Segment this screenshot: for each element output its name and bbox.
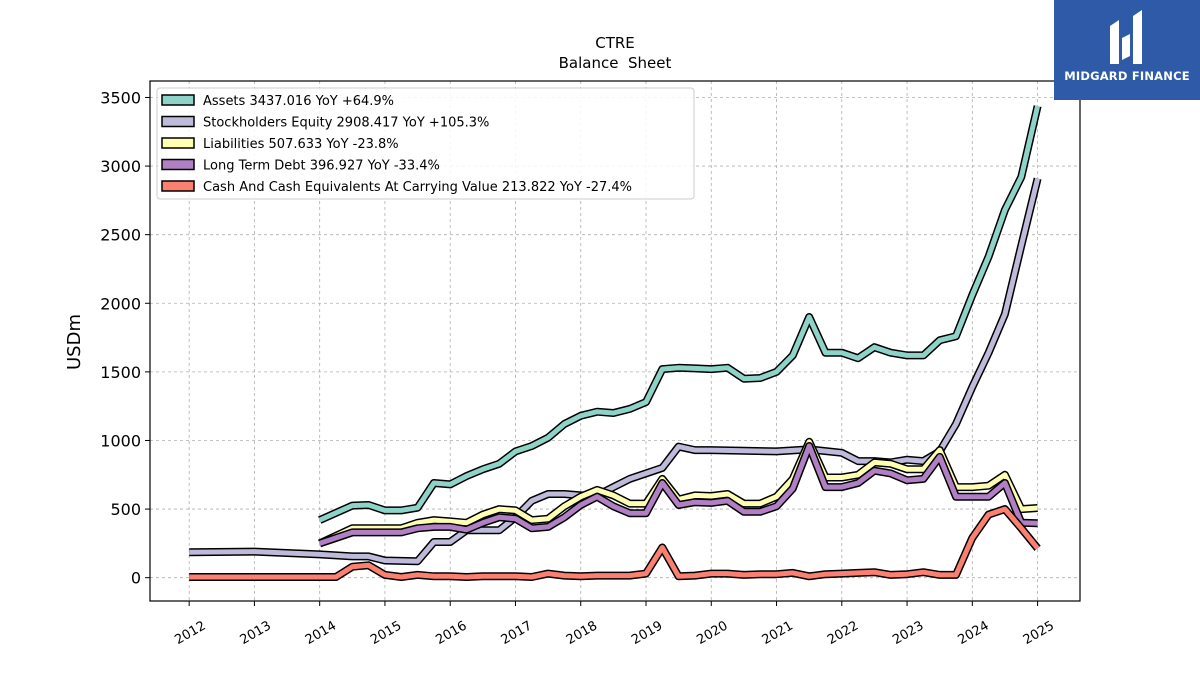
series-outline (189, 505, 1041, 581)
x-tick-label: 2016 (433, 618, 469, 648)
x-tick-label: 2017 (499, 618, 535, 648)
legend-entry: Long Term Debt 396.927 YoY -33.4% (203, 159, 440, 174)
legend-swatch (161, 94, 195, 106)
y-tick-label: 3500 (100, 88, 141, 107)
y-tick-label: 2500 (100, 226, 141, 245)
chart-subtitle: Balance Sheet (559, 54, 672, 72)
logo: MIDGARD FINANCE (1054, 0, 1200, 100)
legend-entry: Cash And Cash Equivalents At Carrying Va… (203, 180, 632, 195)
x-tick-label: 2020 (694, 618, 730, 648)
y-tick-label: 1500 (100, 363, 141, 382)
x-tick-label: 2021 (760, 618, 796, 648)
legend-swatch (161, 137, 195, 149)
legend-entry: Assets 3437.016 YoY +64.9% (203, 94, 394, 109)
x-tick-label: 2024 (955, 618, 991, 648)
chart-title: CTRE (595, 34, 635, 52)
x-tick-label: 2012 (172, 618, 208, 648)
y-tick-label: 3000 (100, 157, 141, 176)
x-tick-label: 2014 (303, 618, 339, 648)
legend-swatch (161, 158, 195, 171)
legend-swatch (161, 180, 195, 192)
legend-entry: Stockholders Equity 2908.417 YoY +105.3% (203, 116, 489, 131)
x-tick-label: 2025 (1021, 618, 1057, 648)
legend-box (156, 87, 695, 200)
series-line (318, 439, 1038, 546)
y-axis-label: USDm (64, 314, 85, 370)
logo-icon (1110, 10, 1142, 64)
plot-frame (149, 80, 1081, 602)
x-tick-label: 2018 (564, 618, 600, 648)
y-tick-label: 500 (110, 500, 141, 519)
legend-swatch (161, 115, 195, 128)
legend: Assets 3437.016 YoY +64.9% Stockholders E… (156, 87, 695, 200)
y-tick-label: 1000 (100, 431, 141, 450)
legend-entry: Liabilities 507.633 YoY -23.8% (203, 137, 399, 152)
series-line (318, 443, 1038, 546)
x-tick-label: 2015 (368, 618, 404, 648)
x-tick-label: 2022 (825, 618, 861, 648)
x-tick-label: 2013 (238, 618, 274, 648)
series-line (318, 105, 1041, 523)
y-tick-label: 0 (131, 569, 141, 588)
x-tick-label: 2023 (890, 618, 926, 648)
logo-text: MIDGARD FINANCE (1064, 69, 1190, 83)
y-tick-label: 2000 (100, 294, 141, 313)
series-lines (189, 105, 1042, 581)
x-tick-label: 2019 (629, 618, 665, 648)
series-line (189, 506, 1040, 580)
